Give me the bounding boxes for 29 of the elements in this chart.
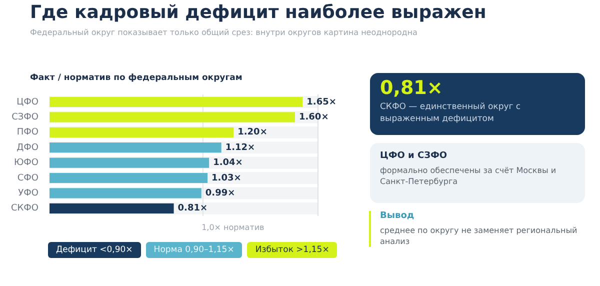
- text: Норма 0,90–1,15×: [146, 242, 242, 258]
- y-tick-label: УФО: [18, 188, 39, 199]
- y-tick-label: ДФО: [16, 142, 39, 153]
- y-tick-label: СКФО: [10, 204, 39, 214]
- y-tick-label: ЦФО: [16, 97, 39, 108]
- chart-title: Где кадровый дефицит наиболее выражен: [30, 2, 486, 23]
- data-label: 1.12×: [225, 142, 256, 153]
- ref-line-label: 1,0× норматив: [202, 223, 265, 232]
- text: ЦФО и СЗФО: [380, 151, 448, 161]
- text: СКФО — единственный округ с выраженным дефицитом: [380, 101, 522, 125]
- text: Дефицит <0,90×: [48, 242, 141, 258]
- data-label: 1.65×: [306, 97, 336, 108]
- data-label: 0.99×: [205, 188, 236, 199]
- text: Факт / норматив по федеральным округам: [30, 73, 242, 83]
- data-label: 1.20×: [238, 128, 268, 138]
- text: 0,81×: [380, 77, 444, 99]
- data-label: 1.04×: [213, 158, 243, 168]
- text: Избыток >1,15×: [247, 242, 338, 258]
- text: формально обеспечены за счёт Москвы и Санкт-Петербурга: [380, 165, 558, 187]
- y-tick-label: ЮФО: [14, 158, 39, 168]
- data-label: 1.60×: [298, 112, 329, 123]
- y-tick-label: СЗФО: [12, 112, 39, 123]
- data-label: 1.03×: [212, 173, 242, 184]
- y-tick-label: ПФО: [16, 128, 39, 138]
- text: Вывод: [380, 211, 416, 221]
- y-tick-label: СФО: [17, 173, 39, 184]
- text: среднее по округу не заменяет региональный анализ: [380, 225, 578, 247]
- chart-subtitle: Федеральный округ показывает только общий срез: внутри округов картина неоднородна: [30, 28, 418, 37]
- data-label: 0.81×: [178, 204, 208, 214]
